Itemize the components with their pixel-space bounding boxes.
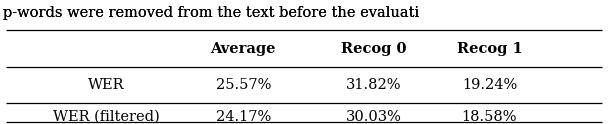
Text: 18.58%: 18.58% [461,110,517,124]
Text: Recog 1: Recog 1 [457,42,522,56]
Text: Average: Average [210,42,276,56]
Text: WER: WER [88,78,125,92]
Text: 25.57%: 25.57% [215,78,271,92]
Text: p-words were removed from the text before the evaluati: p-words were removed from the text befor… [3,6,420,20]
Text: Recog 0: Recog 0 [341,42,407,56]
Text: p-words were removed from the text before the evaluati: p-words were removed from the text befor… [3,6,420,20]
Text: 19.24%: 19.24% [462,78,517,92]
Text: 31.82%: 31.82% [346,78,402,92]
Text: WER (filtered): WER (filtered) [53,110,160,124]
Text: 30.03%: 30.03% [346,110,402,124]
Text: 24.17%: 24.17% [216,110,271,124]
